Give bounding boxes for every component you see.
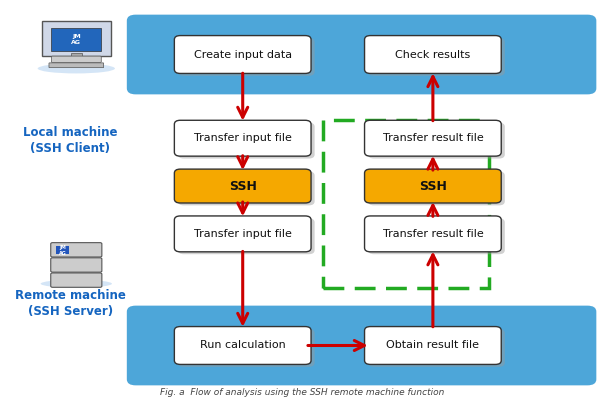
FancyBboxPatch shape — [175, 120, 311, 156]
FancyBboxPatch shape — [178, 38, 314, 76]
Text: Create input data: Create input data — [194, 50, 292, 60]
FancyBboxPatch shape — [368, 329, 505, 367]
FancyBboxPatch shape — [178, 329, 314, 367]
FancyBboxPatch shape — [127, 306, 596, 385]
FancyBboxPatch shape — [51, 273, 102, 287]
Text: Transfer result file: Transfer result file — [383, 133, 483, 143]
Text: Check results: Check results — [395, 50, 470, 60]
FancyBboxPatch shape — [368, 38, 505, 76]
FancyBboxPatch shape — [365, 36, 501, 74]
FancyBboxPatch shape — [365, 326, 501, 364]
FancyBboxPatch shape — [42, 22, 111, 56]
FancyBboxPatch shape — [52, 56, 101, 62]
Text: Run calculation: Run calculation — [200, 340, 286, 350]
FancyBboxPatch shape — [368, 218, 505, 254]
Ellipse shape — [41, 280, 112, 288]
FancyBboxPatch shape — [175, 169, 311, 203]
FancyBboxPatch shape — [175, 326, 311, 364]
FancyBboxPatch shape — [71, 52, 82, 58]
FancyBboxPatch shape — [178, 218, 314, 254]
FancyBboxPatch shape — [175, 36, 311, 74]
Text: (SSH Server): (SSH Server) — [28, 305, 113, 318]
Ellipse shape — [38, 64, 115, 74]
Text: Transfer input file: Transfer input file — [194, 133, 292, 143]
Text: Transfer result file: Transfer result file — [383, 229, 483, 239]
Text: Fig. a  Flow of analysis using the SSH remote machine function: Fig. a Flow of analysis using the SSH re… — [160, 388, 445, 397]
FancyBboxPatch shape — [365, 216, 501, 252]
Text: Local machine: Local machine — [23, 126, 118, 139]
Text: JM
AG: JM AG — [71, 34, 82, 45]
FancyBboxPatch shape — [56, 246, 69, 254]
Text: (SSH Client): (SSH Client) — [31, 142, 110, 155]
FancyBboxPatch shape — [51, 243, 102, 257]
Text: Obtain result file: Obtain result file — [386, 340, 479, 350]
FancyBboxPatch shape — [175, 216, 311, 252]
Text: SSH: SSH — [419, 180, 447, 192]
Text: SSH: SSH — [229, 180, 257, 192]
FancyBboxPatch shape — [365, 169, 501, 203]
Text: JM
AG: JM AG — [59, 245, 67, 256]
FancyBboxPatch shape — [49, 63, 104, 68]
FancyBboxPatch shape — [178, 123, 314, 158]
FancyBboxPatch shape — [51, 258, 102, 272]
FancyBboxPatch shape — [368, 172, 505, 205]
FancyBboxPatch shape — [365, 120, 501, 156]
Text: Transfer input file: Transfer input file — [194, 229, 292, 239]
FancyBboxPatch shape — [368, 123, 505, 158]
FancyBboxPatch shape — [52, 28, 101, 51]
FancyBboxPatch shape — [127, 15, 596, 94]
Text: Remote machine: Remote machine — [15, 289, 126, 302]
FancyBboxPatch shape — [178, 172, 314, 205]
